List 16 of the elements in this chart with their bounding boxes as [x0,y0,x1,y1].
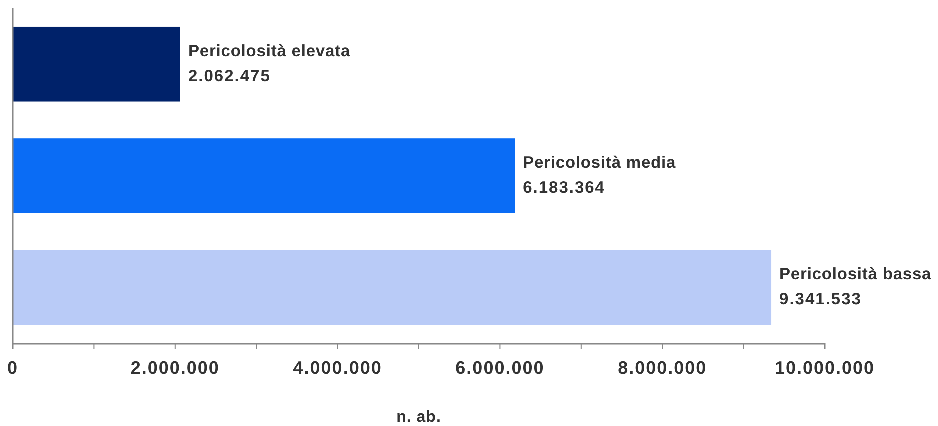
x-axis-title: n. ab. [396,409,442,426]
bar [13,26,180,102]
y-tick-label: Pericolosità media [523,154,677,172]
x-tick-label: 6.000.000 [456,358,545,378]
x-tick-label: 4.000.000 [293,358,382,378]
data-label: 6.183.364 [523,179,606,197]
bar [13,138,516,214]
y-tick-label: Pericolosità bassa [780,266,932,284]
x-tick-label: 8.000.000 [618,358,708,378]
x-tick-label: 10.000.000 [774,358,876,378]
x-tick-label: 0 [7,358,19,378]
y-tick-label: Pericolosità elevata [188,42,351,60]
bar [13,250,772,326]
x-tick-label: 2.000.000 [130,358,220,378]
data-label: 2.062.475 [188,67,271,86]
data-label: 9.341.533 [780,290,862,309]
